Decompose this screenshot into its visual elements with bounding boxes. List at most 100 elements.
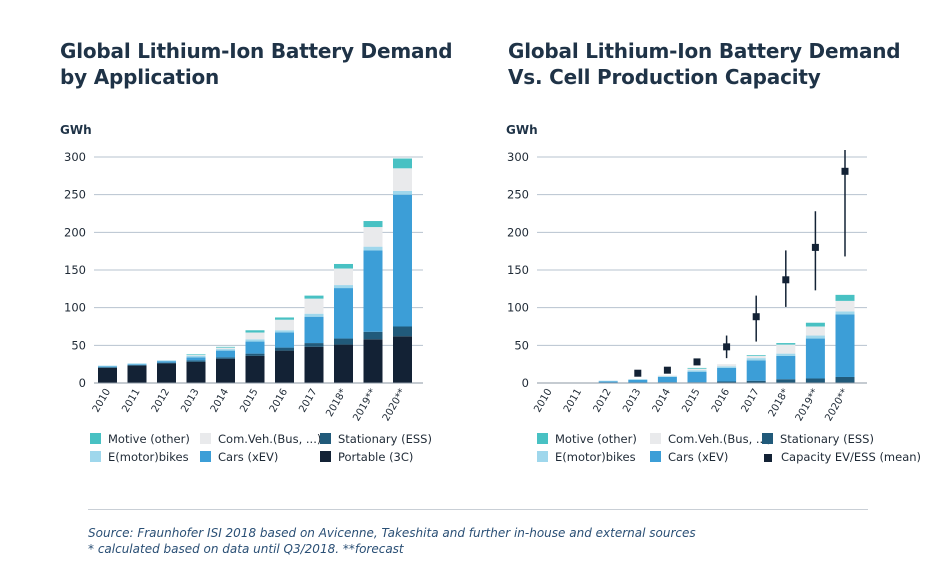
left-chart: 0 50 100 150 200 250 300 2010 2011 2012 2013 2014 20… <box>64 150 423 423</box>
legend-label: Motive (other) <box>108 432 190 446</box>
bar-segment-comveh <box>393 168 412 191</box>
right-legend-item-capacity: Capacity EV/ESS (mean) <box>762 450 921 464</box>
bar-segment-stationary <box>805 378 825 383</box>
legend-label: Com.Veh.(Bus, ...) <box>218 432 322 446</box>
bar-segment-stationary <box>275 347 294 351</box>
capacity-mean-marker <box>663 366 671 374</box>
bar-segment-portable <box>363 339 383 383</box>
bar-segment-comveh <box>245 332 265 340</box>
bar-segment-portable <box>393 336 412 383</box>
x-tick-label: 2013 <box>621 387 643 415</box>
right-chart: 0 50 100 150 200 250 300 2010 2011 2012 2013 2014 20… <box>507 150 867 423</box>
y-tick-label: 100 <box>507 301 529 315</box>
y-tick-label: 200 <box>507 225 529 239</box>
bar-segment-emotorbikes <box>717 366 737 368</box>
capacity-mean-marker <box>634 369 642 377</box>
bar-segment-comveh <box>216 347 235 350</box>
bar-segment-emotorbikes <box>275 330 294 333</box>
right-legend: Motive (other) Com.Veh.(Bus, ...) Stationa… <box>537 432 921 472</box>
bar-segment-cars <box>363 250 383 332</box>
bar-segment-emotorbikes <box>363 246 383 251</box>
y-tick-label: 250 <box>64 188 86 202</box>
capacity-mean-marker <box>723 343 731 351</box>
bar-segment-cars <box>835 314 855 377</box>
left-legend-item-emotorbikes: E(motor)bikes <box>90 450 189 464</box>
bar-segment-stationary <box>98 367 117 368</box>
legend-label: Stationary (ESS) <box>780 432 874 446</box>
bar-segment-emotorbikes <box>776 353 796 356</box>
bar-segment-stationary <box>216 357 235 359</box>
right-legend-item-emotorbikes: E(motor)bikes <box>537 450 636 464</box>
legend-label: Cars (xEV) <box>218 450 279 464</box>
bar-segment-portable <box>334 344 353 383</box>
bar-segment-motive <box>835 294 855 301</box>
bar-segment-portable <box>216 358 235 383</box>
legend-swatch <box>537 451 548 462</box>
bar-segment-portable <box>127 365 147 383</box>
bar-segment-emotorbikes <box>628 379 648 380</box>
bar-segment-emotorbikes <box>393 190 412 195</box>
legend-label: Portable (3C) <box>338 450 414 464</box>
y-tick-label: 0 <box>522 376 529 390</box>
bar-segment-stationary <box>334 338 353 345</box>
bar-segment-comveh <box>805 326 825 336</box>
bar-segment-cars <box>776 355 796 380</box>
right-legend-item-cars: Cars (xEV) <box>650 450 728 464</box>
legend-label: E(motor)bikes <box>108 450 189 464</box>
bar-segment-cars <box>186 357 206 361</box>
bar-segment-cars <box>393 194 412 327</box>
bar-segment-stationary <box>363 331 383 340</box>
y-tick-label: 0 <box>79 376 86 390</box>
bar-segment-stationary <box>835 376 855 383</box>
bar-segment-comveh <box>363 227 383 247</box>
left-legend: Motive (other) Com.Veh.(Bus, ...) Stationa… <box>90 432 450 472</box>
capacity-mean-marker <box>782 276 790 284</box>
bar-segment-cars <box>805 338 825 379</box>
bar-segment-motive <box>746 355 766 356</box>
y-tick-label: 50 <box>71 338 86 352</box>
y-tick-label: 300 <box>64 150 86 164</box>
left-legend-item-stationary: Stationary (ESS) <box>320 432 432 446</box>
x-tick-label: 2013 <box>179 387 201 415</box>
right-legend-item-motive: Motive (other) <box>537 432 637 446</box>
bar-segment-comveh <box>186 355 206 356</box>
bar-segment-cars <box>687 371 707 383</box>
bar-segment-stationary <box>746 380 766 383</box>
bar-segment-emotorbikes <box>245 339 265 342</box>
x-tick-label: 2014 <box>651 387 673 415</box>
bar-segment-cars <box>746 360 766 381</box>
legend-swatch <box>650 433 661 444</box>
bar-segment-emotorbikes <box>746 358 766 361</box>
bar-segment-motive <box>363 221 383 228</box>
x-tick-label: 2011 <box>120 387 142 415</box>
bar-segment-portable <box>157 363 176 383</box>
x-tick-label: 2010 <box>91 387 113 415</box>
legend-swatch <box>320 433 331 444</box>
bar-segment-motive <box>687 367 707 369</box>
legend-swatch <box>90 451 101 462</box>
bar-segment-cars <box>157 361 176 363</box>
legend-swatch <box>762 433 773 444</box>
left-legend-item-comveh: Com.Veh.(Bus, ...) <box>200 432 321 446</box>
bar-segment-cars <box>717 367 737 382</box>
bar-segment-cars <box>216 350 235 358</box>
bar-segment-comveh <box>717 364 737 367</box>
legend-label: Motive (other) <box>555 432 637 446</box>
bar-segment-cars <box>127 364 147 365</box>
bar-segment-stationary <box>304 343 324 347</box>
bar-segment-emotorbikes <box>657 376 677 377</box>
bar-segment-comveh <box>304 298 324 314</box>
capacity-mean-marker <box>841 167 849 175</box>
bar-segment-stationary <box>245 353 265 356</box>
bar-segment-motive <box>304 295 324 299</box>
y-tick-label: 300 <box>507 150 529 164</box>
bar-segment-stationary <box>157 362 176 364</box>
legend-swatch <box>320 451 331 462</box>
bar-segment-portable <box>245 355 265 383</box>
x-tick-label: 2014 <box>209 387 231 415</box>
bar-segment-emotorbikes <box>216 349 235 351</box>
legend-label: Stationary (ESS) <box>338 432 432 446</box>
footer-divider <box>88 509 868 510</box>
legend-swatch <box>200 451 211 462</box>
capacity-mean-marker <box>752 313 760 321</box>
